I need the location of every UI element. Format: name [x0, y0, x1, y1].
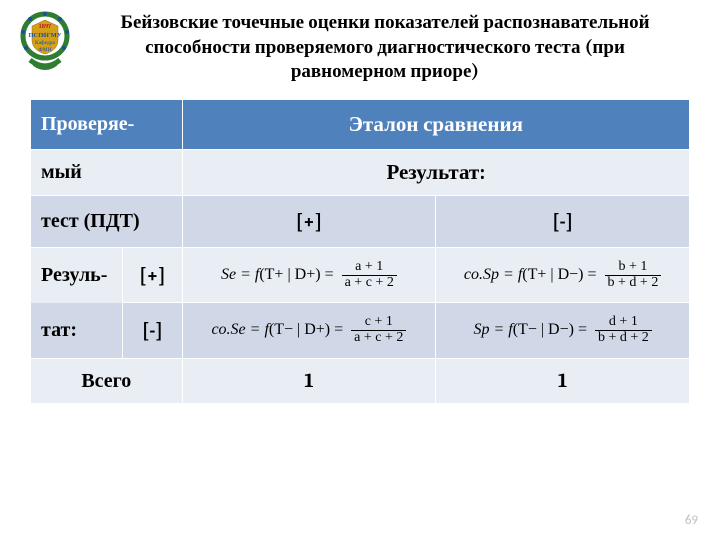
row-sign-plus: [+]	[123, 248, 182, 303]
lhs: Sp = f	[473, 321, 512, 338]
cond: (T+ | D−) =	[522, 266, 596, 283]
table-row: Резуль- [+] Se = f(T+ | D+) = a + 1a + c…	[31, 248, 690, 303]
fraction: d + 1b + d + 2	[595, 315, 652, 345]
hdr-left-bot: тест (ПДТ)	[31, 196, 183, 248]
university-logo: 1897 ПСПбГМУ Кафедра ФМИ	[10, 10, 80, 80]
cell-se: Se = f(T+ | D+) = a + 1a + c + 2	[182, 248, 436, 303]
row-result-label-bot: тат:	[31, 303, 123, 358]
cell-sp: Sp = f(T− | D−) = d + 1b + d + 2	[436, 303, 690, 358]
header-bar: 1897 ПСПбГМУ Кафедра ФМИ Бейзовские точе…	[0, 0, 720, 89]
total-val-2: 1	[436, 358, 690, 403]
total-label: Всего	[31, 358, 183, 403]
table-row-total: Всего 1 1	[31, 358, 690, 403]
cond: (T+ | D+) =	[259, 266, 333, 283]
slide-title: Бейзовские точечные оценки показателей р…	[80, 10, 690, 84]
cell-cosp: co.Sp = f(T+ | D−) = b + 1b + d + 2	[436, 248, 690, 303]
row-sign-minus: [-]	[123, 303, 182, 358]
logo-line2: Кафедра	[35, 39, 56, 46]
logo-year: 1897	[39, 23, 51, 30]
main-table: Проверяе- Эталон сравнения мый Результат…	[30, 99, 690, 404]
lhs: co.Se = f	[211, 321, 268, 338]
hdr-left-mid: мый	[31, 150, 183, 196]
cond: (T− | D+) =	[269, 321, 343, 338]
row-result-label-top: Резуль-	[31, 248, 123, 303]
logo-line1: ПСПбГМУ	[28, 31, 61, 39]
fraction: b + 1b + d + 2	[605, 260, 662, 290]
fraction: a + 1a + c + 2	[342, 260, 397, 290]
logo-line3: ФМИ	[38, 47, 51, 53]
lhs: Se = f	[221, 266, 259, 283]
table-container: Проверяе- Эталон сравнения мый Результат…	[0, 89, 720, 404]
hdr-left-top: Проверяе-	[31, 100, 183, 150]
hdr-reference: Эталон сравнения	[182, 100, 689, 150]
hdr-col-minus: [-]	[436, 196, 690, 248]
table-row: тат: [-] co.Se = f(T− | D+) = c + 1a + c…	[31, 303, 690, 358]
lhs: co.Sp = f	[464, 266, 522, 283]
cond: (T− | D−) =	[513, 321, 587, 338]
cell-cose: co.Se = f(T− | D+) = c + 1a + c + 2	[182, 303, 436, 358]
total-val-1: 1	[182, 358, 436, 403]
hdr-result: Результат:	[182, 150, 689, 196]
page-number: 69	[685, 513, 698, 528]
fraction: c + 1a + c + 2	[351, 315, 406, 345]
hdr-col-plus: [+]	[182, 196, 436, 248]
